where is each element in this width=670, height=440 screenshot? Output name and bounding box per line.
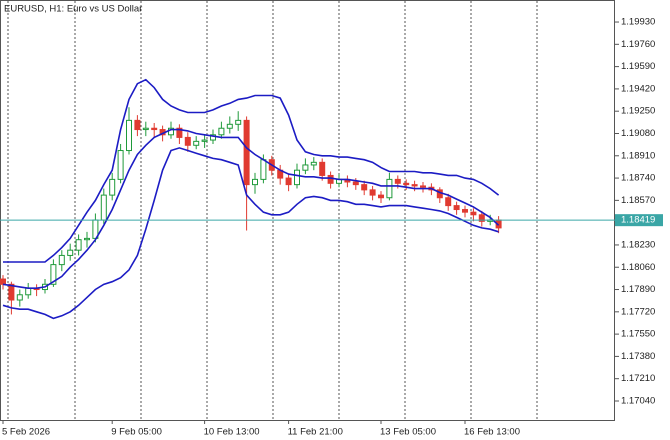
y-tick-label: 1.17210 — [621, 373, 655, 384]
candle-body — [361, 184, 368, 191]
x-tick-label: 5 Feb 2026 — [2, 427, 50, 438]
candle-body — [462, 209, 468, 213]
candle-body — [151, 127, 158, 131]
y-tick-label: 1.17550 — [621, 329, 655, 340]
candle-body — [0, 278, 6, 285]
candle-body — [67, 249, 74, 256]
candle-body — [218, 127, 225, 136]
y-tick-label: 1.19080 — [621, 128, 655, 139]
candle-body — [16, 294, 23, 301]
candle-body — [252, 178, 258, 186]
candle-body — [310, 161, 317, 166]
y-tick-label: 1.18570 — [621, 195, 655, 206]
last-price-label: 1.18419 — [621, 215, 655, 226]
y-tick-label: 1.19250 — [621, 106, 655, 117]
plot-frame — [0, 0, 615, 421]
candle-body — [394, 178, 401, 184]
x-tick-label: 10 Feb 13:00 — [204, 427, 260, 438]
y-tick-label: 1.18060 — [621, 262, 655, 273]
y-tick-label: 1.18740 — [621, 173, 655, 184]
candle-body — [243, 119, 250, 186]
candle-body — [142, 127, 149, 131]
y-tick-label: 1.19760 — [621, 39, 655, 50]
y-tick-label: 1.19930 — [621, 17, 655, 28]
x-tick-label: 9 Feb 05:00 — [111, 427, 162, 438]
band-middle — [2, 128, 500, 289]
candle-body — [193, 140, 200, 146]
candle-body — [478, 214, 485, 222]
candle-body — [403, 182, 410, 186]
candle-body — [420, 185, 426, 188]
candle-body — [453, 205, 460, 211]
x-tick-label: 16 Feb 13:00 — [464, 427, 520, 438]
candle-body — [201, 139, 208, 142]
band-lower — [2, 147, 499, 320]
candle-body — [260, 159, 267, 180]
candle-body — [176, 127, 183, 138]
last-price-box — [615, 214, 663, 227]
candle-body — [75, 239, 82, 251]
candle-body — [327, 174, 334, 184]
candle-body — [109, 178, 116, 196]
y-tick-label: 1.18230 — [621, 239, 655, 250]
candle-body — [386, 178, 393, 199]
candle-body — [369, 189, 376, 196]
candle-body — [210, 134, 216, 141]
chart-title: EURUSD, H1: Euro vs US Dollar — [4, 4, 142, 15]
candle-body — [8, 283, 15, 301]
candle-body — [235, 119, 242, 125]
candle-body — [285, 177, 292, 186]
candle-body — [445, 197, 452, 207]
candle-body — [134, 119, 141, 131]
candle-body — [126, 119, 132, 152]
x-tick-label: 13 Feb 05:00 — [380, 427, 436, 438]
y-tick-label: 1.19420 — [621, 83, 655, 94]
x-tick-label: 11 Feb 21:00 — [288, 427, 343, 438]
candle-body — [25, 287, 32, 296]
y-tick-label: 1.18910 — [621, 150, 655, 161]
candle-body — [411, 184, 418, 187]
candle-body — [84, 237, 90, 241]
candle-body — [319, 161, 326, 176]
candle-body — [100, 194, 107, 221]
time-grid — [7, 1, 538, 420]
y-tick-label: 1.17890 — [621, 284, 655, 295]
candles — [0, 107, 502, 315]
candle-body — [470, 211, 477, 216]
candle-body — [58, 254, 65, 266]
y-tick-label: 1.17380 — [621, 351, 655, 362]
candle-body — [50, 264, 57, 285]
y-tick-label: 1.19590 — [621, 61, 655, 72]
candle-body — [294, 169, 300, 186]
candle-body — [117, 150, 124, 180]
candle-body — [352, 181, 359, 186]
candle-body — [184, 136, 191, 146]
y-tick-label: 1.17720 — [621, 306, 655, 317]
candle-body — [226, 123, 233, 129]
band-upper — [3, 78, 500, 263]
candle-body — [378, 194, 384, 199]
candle-body — [302, 164, 309, 171]
y-tick-label: 1.17040 — [621, 396, 655, 407]
